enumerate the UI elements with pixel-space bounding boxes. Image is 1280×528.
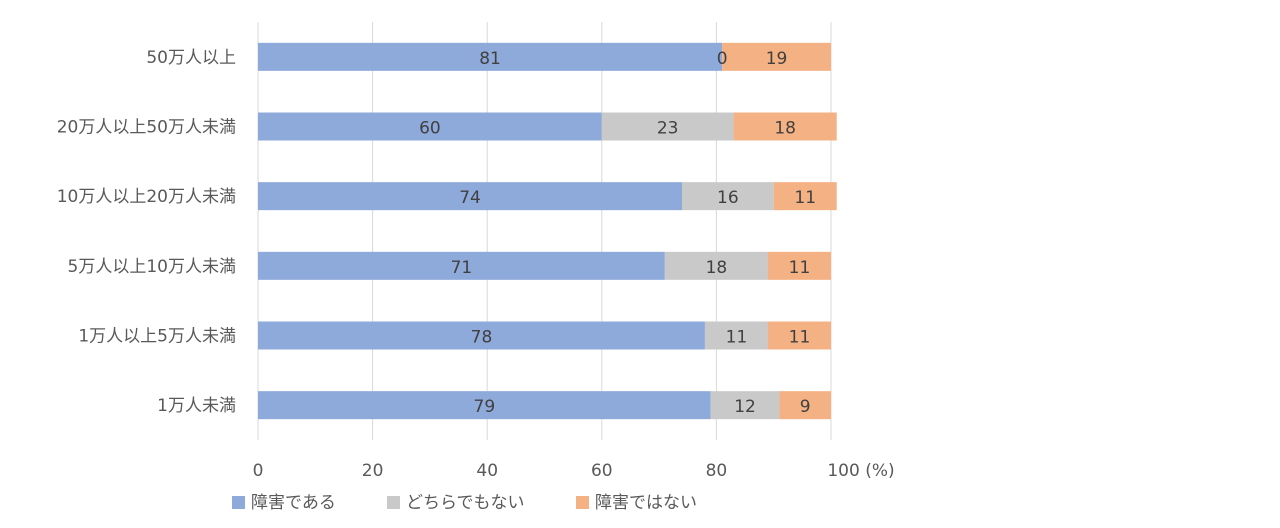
- bar-segment: [704, 321, 768, 350]
- x-tick-label: 80: [706, 461, 728, 481]
- bar-segment: [710, 391, 780, 420]
- bar-segment: [767, 321, 831, 350]
- data-label: 11: [726, 328, 748, 348]
- data-label: 12: [734, 397, 756, 417]
- bar-segment: [258, 182, 683, 211]
- legend-swatch: [387, 496, 400, 509]
- category-label: 1万人以上5万人未満: [78, 327, 236, 347]
- x-tick-label: 40: [476, 461, 498, 481]
- category-label: 20万人以上50万人未満: [57, 118, 236, 138]
- category-label: 10万人以上20万人未満: [57, 187, 236, 207]
- bar-segment: [258, 321, 705, 350]
- x-tick-label: 0: [253, 461, 264, 481]
- axis-layer: 0 20 40 60 80 100 (%) 50万人以上 20万人以上50万人未満 10万人以上…: [57, 48, 895, 481]
- bar-segment: [733, 112, 837, 141]
- data-label: 11: [789, 328, 811, 348]
- legend-swatch: [576, 496, 589, 509]
- bar-segment: [722, 42, 831, 71]
- bar-segment: [258, 42, 723, 71]
- legend-label: 障害ではない: [595, 493, 697, 513]
- data-label: 79: [474, 397, 496, 417]
- grid-layer: [257, 22, 832, 440]
- category-label: 5万人以上10万人未満: [68, 257, 236, 277]
- bars-layer: [258, 42, 837, 420]
- data-label: 71: [451, 258, 473, 278]
- data-label: 18: [706, 258, 728, 278]
- data-label: 18: [774, 119, 796, 139]
- bar-segment: [767, 251, 831, 280]
- data-label: 81: [479, 49, 501, 69]
- x-tick-label: 60: [591, 461, 613, 481]
- data-label: 78: [471, 328, 493, 348]
- legend: 障害である どちらでもない 障害ではない: [232, 493, 697, 513]
- bar-segment: [601, 112, 734, 141]
- data-label: 16: [717, 188, 739, 208]
- x-tick-label: 20: [362, 461, 384, 481]
- data-label: 9: [800, 397, 811, 417]
- data-label: 23: [657, 119, 679, 139]
- data-label: 0: [717, 49, 728, 69]
- x-tick-label: 100 (%): [827, 461, 894, 481]
- data-label: 11: [794, 188, 816, 208]
- bar-segment: [773, 182, 837, 211]
- bar-segment: [258, 251, 665, 280]
- bar-segment: [258, 112, 602, 141]
- legend-swatch: [232, 496, 245, 509]
- bar-segment: [664, 251, 768, 280]
- category-label: 50万人以上: [146, 48, 236, 68]
- data-label: 19: [766, 49, 788, 69]
- data-label: 60: [419, 119, 441, 139]
- legend-label: どちらでもない: [406, 493, 525, 513]
- bar-segment: [682, 182, 774, 211]
- bar-segment: [779, 391, 831, 420]
- bar-segment: [258, 391, 711, 420]
- legend-label: 障害である: [251, 493, 336, 513]
- data-label: 11: [789, 258, 811, 278]
- category-label: 1万人未満: [157, 396, 236, 416]
- data-label: 74: [459, 188, 481, 208]
- labels-layer: 81 0 19 60 23 18 74 16 11 71 18 11 78 11 11 79 12 9: [419, 49, 816, 417]
